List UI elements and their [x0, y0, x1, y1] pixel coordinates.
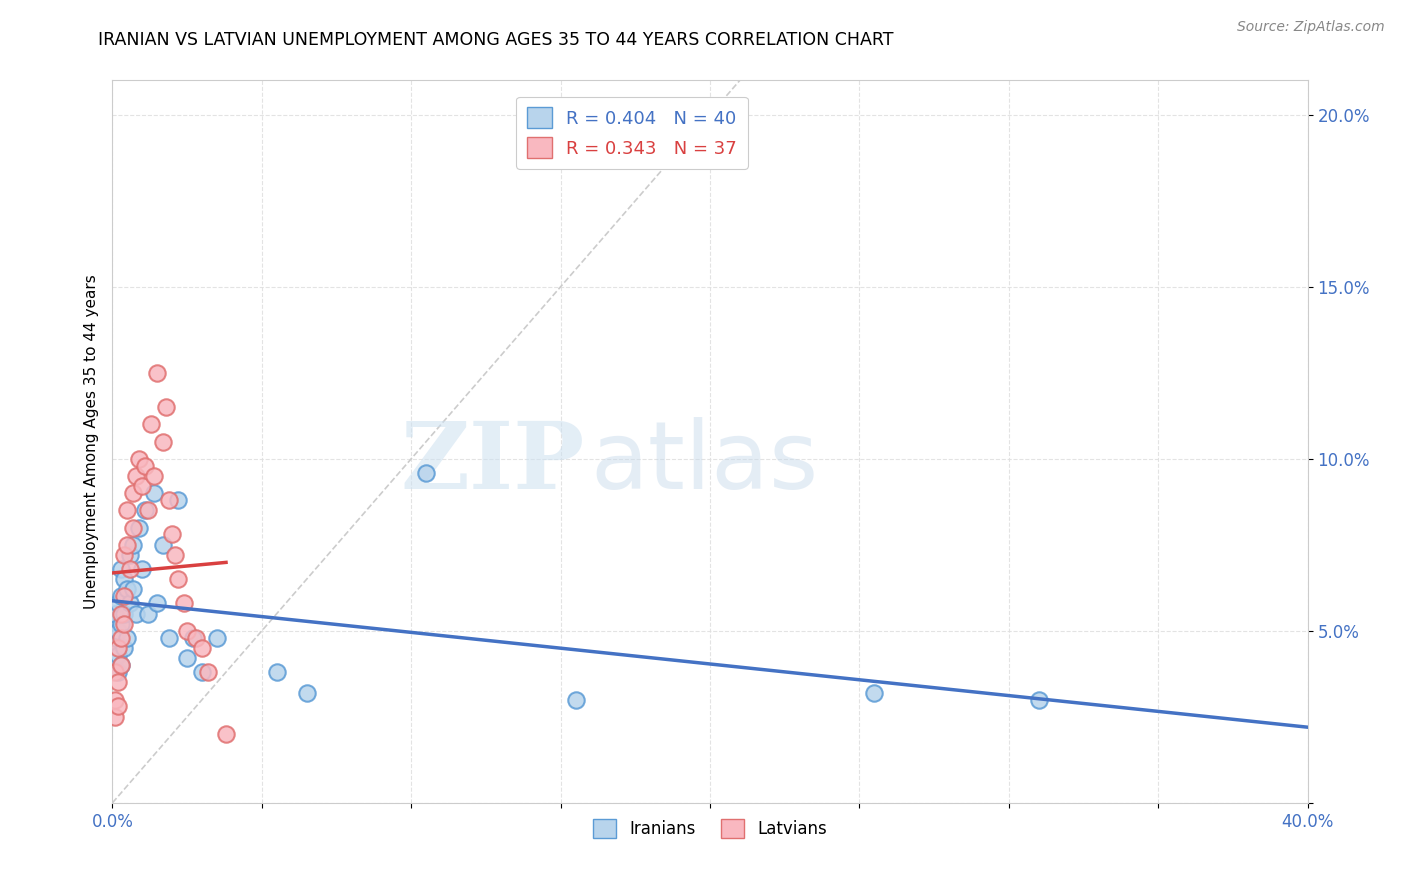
Point	[155, 400, 177, 414]
Point	[143, 486, 166, 500]
Point	[128, 520, 150, 534]
Point	[167, 493, 190, 508]
Point	[104, 631, 127, 645]
Point	[114, 616, 135, 631]
Point	[215, 727, 238, 741]
Point	[564, 692, 586, 706]
Y-axis label: Unemployment Among Ages 35 to 44 years: Unemployment Among Ages 35 to 44 years	[83, 274, 98, 609]
Point	[125, 607, 148, 621]
Point	[143, 469, 166, 483]
Point	[117, 631, 139, 645]
Point	[131, 479, 153, 493]
Point	[114, 590, 135, 604]
Point	[120, 562, 142, 576]
Point	[110, 658, 132, 673]
Point	[110, 631, 132, 645]
Point	[173, 596, 195, 610]
Point	[114, 640, 135, 655]
Point	[138, 503, 160, 517]
Point	[122, 582, 145, 597]
Point	[117, 582, 139, 597]
Point	[152, 434, 174, 449]
Point	[107, 699, 129, 714]
Point	[110, 607, 132, 621]
Point	[176, 651, 198, 665]
Text: atlas: atlas	[591, 417, 818, 509]
Point	[167, 572, 190, 586]
Point	[146, 366, 169, 380]
Point	[165, 548, 187, 562]
Point	[104, 710, 127, 724]
Point	[186, 631, 208, 645]
Point	[104, 665, 127, 679]
Point	[125, 469, 148, 483]
Point	[122, 520, 145, 534]
Point	[107, 648, 129, 662]
Text: IRANIAN VS LATVIAN UNEMPLOYMENT AMONG AGES 35 TO 44 YEARS CORRELATION CHART: IRANIAN VS LATVIAN UNEMPLOYMENT AMONG AG…	[98, 31, 894, 49]
Point	[107, 624, 129, 638]
Point	[107, 596, 129, 610]
Point	[114, 572, 135, 586]
Point	[131, 562, 153, 576]
Point	[110, 658, 132, 673]
Point	[107, 640, 129, 655]
Point	[117, 538, 139, 552]
Point	[107, 665, 129, 679]
Point	[141, 417, 163, 432]
Point	[114, 548, 135, 562]
Point	[197, 665, 219, 679]
Point	[146, 596, 169, 610]
Point	[138, 607, 160, 621]
Point	[191, 640, 214, 655]
Point	[128, 451, 150, 466]
Point	[415, 466, 437, 480]
Point	[152, 538, 174, 552]
Point	[1028, 692, 1050, 706]
Point	[110, 562, 132, 576]
Point	[295, 686, 318, 700]
Point	[157, 493, 180, 508]
Point	[205, 631, 228, 645]
Point	[191, 665, 214, 679]
Point	[266, 665, 288, 679]
Point	[176, 624, 198, 638]
Point	[110, 590, 132, 604]
Point	[107, 675, 129, 690]
Point	[134, 458, 156, 473]
Point	[863, 686, 886, 700]
Point	[122, 538, 145, 552]
Point	[120, 596, 142, 610]
Point	[181, 631, 204, 645]
Point	[122, 486, 145, 500]
Point	[104, 607, 127, 621]
Text: ZIP: ZIP	[401, 418, 585, 508]
Point	[120, 548, 142, 562]
Point	[117, 503, 139, 517]
Point	[104, 651, 127, 665]
Point	[162, 527, 183, 541]
Legend: Iranians, Latvians: Iranians, Latvians	[586, 813, 834, 845]
Point	[134, 503, 156, 517]
Point	[114, 607, 135, 621]
Point	[110, 616, 132, 631]
Text: Source: ZipAtlas.com: Source: ZipAtlas.com	[1237, 20, 1385, 34]
Point	[157, 631, 180, 645]
Point	[104, 692, 127, 706]
